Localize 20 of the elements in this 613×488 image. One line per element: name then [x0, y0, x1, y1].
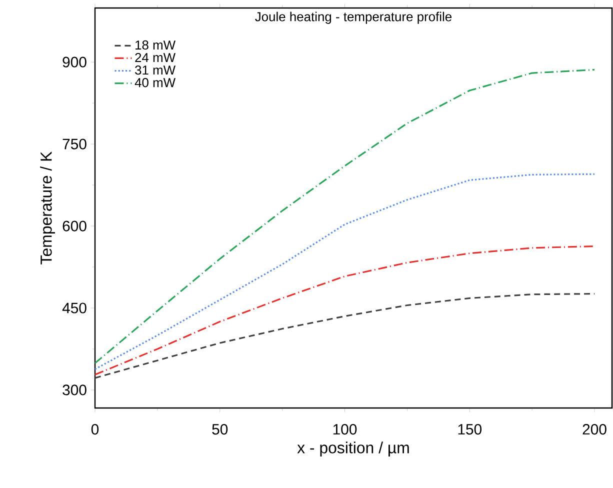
x-tick-label: 50 — [212, 424, 228, 435]
y-tick-label: 600 — [62, 220, 86, 232]
x-tick-label: 100 — [333, 424, 357, 435]
y-tick-label: 300 — [62, 384, 86, 396]
x-tick-label: 150 — [458, 424, 482, 435]
legend-label: 31 mW — [135, 65, 176, 75]
chart-title: Joule heating - temperature profile — [255, 12, 452, 24]
line-series — [95, 173, 596, 370]
y-tick-label: 750 — [62, 138, 86, 150]
line-series — [95, 245, 596, 376]
y-tick-label: 450 — [62, 302, 86, 314]
x-axis-title: x - position / µm — [297, 442, 409, 457]
legend-label: 40 mW — [134, 78, 176, 88]
y-axis-title: Temperature / K — [40, 151, 55, 264]
x-tick-label: 0 — [91, 424, 99, 435]
legend-label: 18 mW — [136, 40, 176, 50]
x-tick-label: 200 — [582, 424, 606, 435]
line-series — [95, 292, 596, 379]
legend-label: 24 mW — [135, 52, 176, 62]
y-tick-label: 900 — [62, 56, 86, 68]
